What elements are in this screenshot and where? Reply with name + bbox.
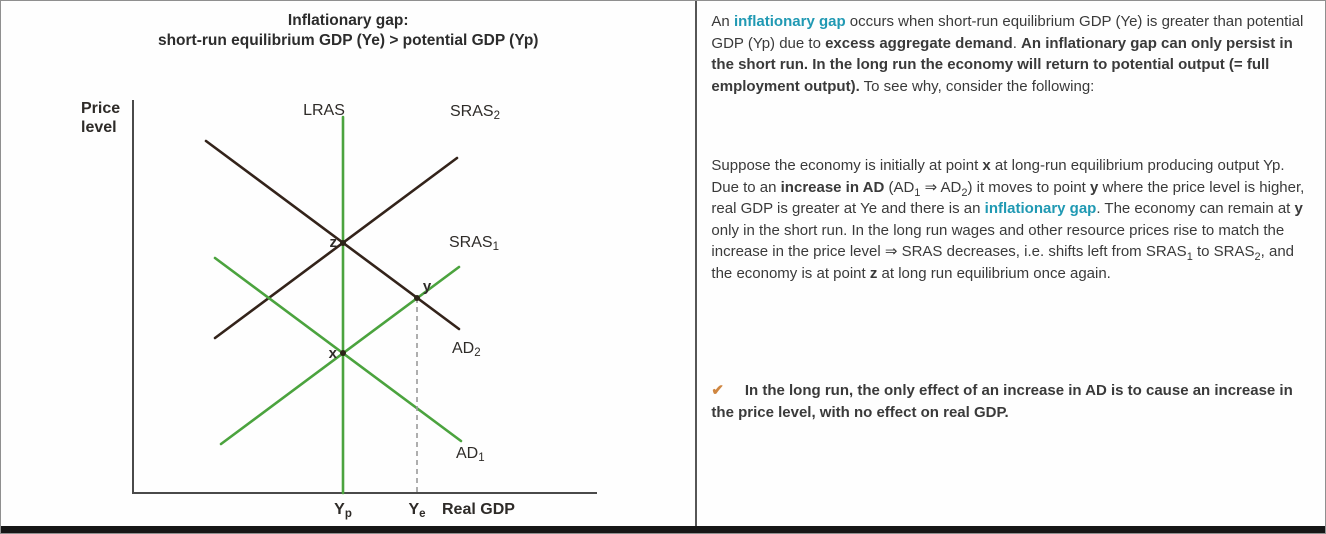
ad-as-diagram: Price level LRAS SRAS2 SRAS1 AD2 AD1 z x…	[81, 100, 597, 520]
point-x-label: x	[329, 345, 338, 362]
chart-title-line2: short-run equilibrium GDP (Ye) > potenti…	[157, 32, 539, 49]
ad1-label: AD1	[456, 445, 485, 464]
chart-title: Inflationary gap: short-run equilibrium …	[1, 11, 695, 51]
explanation-panel: An inflationary gap occurs when short-ru…	[697, 1, 1325, 533]
point-y-label: y	[423, 278, 432, 295]
diagram-panel: Inflationary gap: short-run equilibrium …	[1, 1, 698, 533]
sras1-label: SRAS1	[449, 234, 499, 253]
ad2-label: AD2	[452, 340, 481, 359]
chart-title-line1: Inflationary gap:	[287, 12, 409, 29]
yp-tick-label: Yp	[334, 501, 352, 520]
sras2-curve	[213, 156, 459, 340]
point-y	[414, 295, 420, 301]
y-axis-label-line1: Price	[81, 100, 120, 117]
page-edge-bar	[1, 526, 1325, 533]
x-axis-title: Real GDP	[442, 501, 515, 518]
ye-tick-label: Ye	[408, 501, 425, 520]
lras-label: LRAS	[303, 102, 345, 119]
point-z-label: z	[330, 234, 338, 251]
paragraph-explanation: Suppose the economy is initially at poin…	[711, 157, 1305, 282]
point-x	[340, 350, 346, 356]
ad1-curve	[213, 256, 463, 443]
paragraph-definition: An inflationary gap occurs when short-ru…	[711, 13, 1304, 95]
sras2-label: SRAS2	[450, 103, 500, 122]
y-axis-label-line2: level	[81, 119, 117, 136]
point-z	[340, 240, 346, 246]
paragraph-conclusion: ✔ In the long run, the only effect of an…	[711, 382, 1293, 421]
